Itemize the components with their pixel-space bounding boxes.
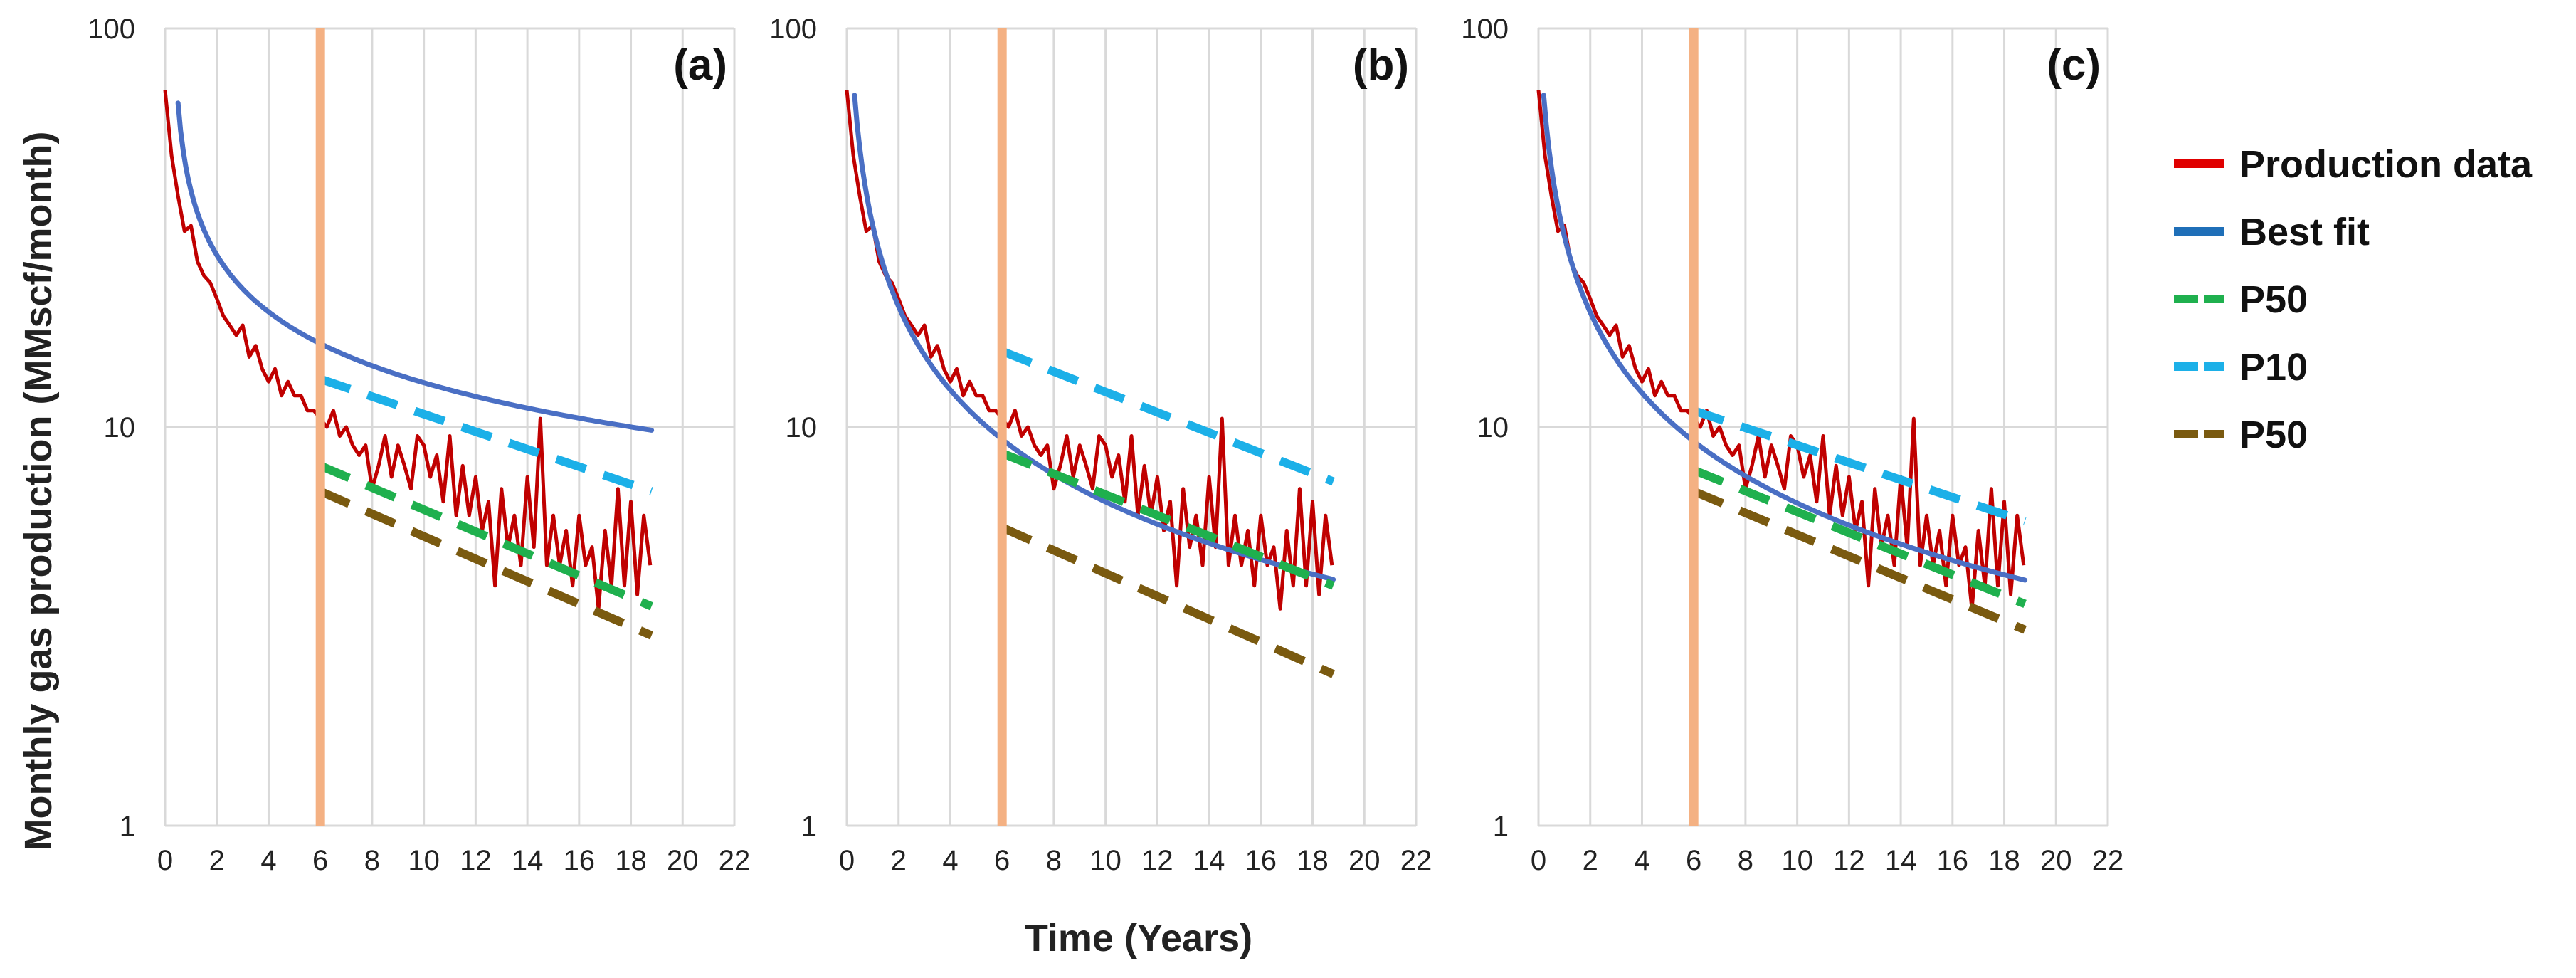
x-tick-label: 10 xyxy=(1781,845,1813,876)
y-tick-label: 10 xyxy=(786,412,818,443)
legend-label: P50 xyxy=(2239,278,2308,321)
x-tick-label: 20 xyxy=(2040,845,2072,876)
legend-item: P10 xyxy=(2174,346,2308,389)
x-tick-label: 16 xyxy=(1245,845,1277,876)
y-tick-label: 1 xyxy=(801,811,817,842)
x-tick-label: 22 xyxy=(1400,845,1432,876)
p50-brown-forecast-line xyxy=(318,487,654,640)
y-axis-title: Monthly gas production (MMscf/month) xyxy=(17,132,60,851)
x-tick-label: 16 xyxy=(564,845,596,876)
best-fit-line xyxy=(175,100,655,433)
panel-2: 0 2 4 6 8 10 12 14 16 18 20 22 1 10 100 (c) xyxy=(1461,14,2123,876)
x-tick-label: 18 xyxy=(615,845,647,876)
y-tick-label: 1 xyxy=(120,811,135,842)
x-tick-label: 10 xyxy=(1089,845,1121,876)
p10-forecast-line xyxy=(1000,347,1335,486)
y-tick-label: 100 xyxy=(769,14,817,45)
x-tick-label: 6 xyxy=(994,845,1010,876)
x-tick-label: 20 xyxy=(667,845,699,876)
x-tick-label: 8 xyxy=(1046,845,1062,876)
x-tick-label: 22 xyxy=(2092,845,2124,876)
x-tick-label: 14 xyxy=(1885,845,1917,876)
x-axis-title: Time (Years) xyxy=(1025,917,1252,959)
y-tick-label: 1 xyxy=(1493,811,1509,842)
x-tick-label: 4 xyxy=(942,845,958,876)
x-tick-label: 6 xyxy=(1686,845,1701,876)
legend-label: P10 xyxy=(2239,346,2308,389)
panel-1: 0 2 4 6 8 10 12 14 16 18 20 22 1 10 100 (b) xyxy=(769,14,1432,876)
x-tick-label: 2 xyxy=(209,845,225,876)
p50-forecast-line xyxy=(318,461,653,611)
panel-label: (a) xyxy=(673,41,727,90)
panel-0: 0 2 4 6 8 10 12 14 16 18 20 22 1 10 100 (a) xyxy=(88,14,750,876)
p50-forecast-line xyxy=(1000,449,1335,590)
x-tick-label: 18 xyxy=(1988,845,2020,876)
x-tick-label: 4 xyxy=(1634,845,1649,876)
x-tick-label: 0 xyxy=(839,845,855,876)
x-tick-label: 10 xyxy=(408,845,440,876)
x-tick-label: 22 xyxy=(719,845,751,876)
x-tick-label: 14 xyxy=(1193,845,1225,876)
x-tick-label: 8 xyxy=(1738,845,1753,876)
x-tick-label: 6 xyxy=(312,845,328,876)
panel-label: (c) xyxy=(2047,41,2101,90)
legend-item: Best fit xyxy=(2174,211,2370,253)
y-tick-label: 10 xyxy=(1477,412,1509,443)
legend-item: Production data xyxy=(2174,143,2533,186)
p50-brown-forecast-line xyxy=(1000,523,1336,678)
x-tick-label: 18 xyxy=(1297,845,1329,876)
x-tick-label: 12 xyxy=(1833,845,1865,876)
x-tick-label: 12 xyxy=(1141,845,1173,876)
x-tick-label: 4 xyxy=(260,845,276,876)
x-tick-label: 2 xyxy=(891,845,907,876)
x-tick-label: 14 xyxy=(512,845,544,876)
x-tick-label: 0 xyxy=(1531,845,1546,876)
p10-forecast-line xyxy=(319,374,653,495)
p10-forecast-line xyxy=(1692,406,2027,526)
y-tick-label: 100 xyxy=(88,14,135,45)
x-tick-label: 12 xyxy=(460,845,492,876)
best-fit-line xyxy=(1541,93,2028,583)
x-tick-label: 2 xyxy=(1583,845,1598,876)
x-tick-label: 20 xyxy=(1348,845,1381,876)
p50-brown-forecast-line xyxy=(1691,487,2027,634)
legend-item: P50 xyxy=(2174,278,2308,321)
x-tick-label: 0 xyxy=(157,845,173,876)
legend: Production data Best fit P50 P10 P50 xyxy=(2174,143,2533,456)
legend-label: Production data xyxy=(2239,143,2533,186)
panel-label: (b) xyxy=(1353,41,1409,90)
p50-forecast-line xyxy=(1691,466,2027,609)
y-tick-label: 10 xyxy=(104,412,136,443)
production-data-line xyxy=(163,90,653,611)
legend-label: P50 xyxy=(2239,414,2308,456)
legend-item: P50 xyxy=(2174,414,2308,456)
legend-label: Best fit xyxy=(2239,211,2370,253)
x-tick-label: 8 xyxy=(364,845,380,876)
y-tick-label: 100 xyxy=(1461,14,1509,45)
x-tick-label: 16 xyxy=(1937,845,1969,876)
